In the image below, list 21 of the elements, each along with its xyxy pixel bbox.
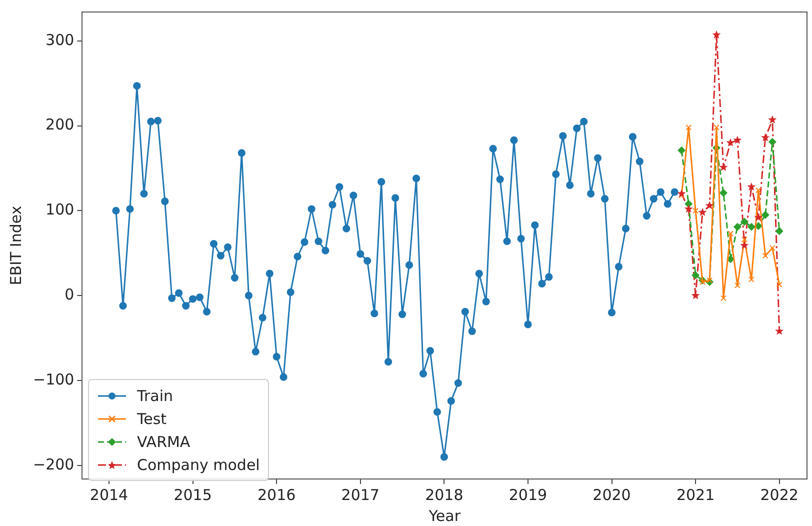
y-tick-label: −100	[32, 370, 74, 388]
x-tick-label: 2016	[258, 486, 296, 504]
y-axis-title: EBIT Index	[6, 206, 25, 286]
legend-label: Train	[137, 386, 173, 404]
x-tick-label: 2018	[425, 486, 464, 504]
y-tick-label: 100	[46, 200, 74, 219]
legend-label: VARMA	[137, 432, 190, 450]
x-axis-title: Year	[428, 506, 462, 525]
y-tick-label: 200	[46, 116, 74, 134]
x-tick-label: 2015	[174, 486, 212, 504]
x-tick-label: 2019	[508, 486, 548, 504]
x-tick-label: 2022	[760, 486, 798, 504]
y-tick-label: 0	[64, 285, 74, 304]
legend-label: Company model	[137, 456, 260, 474]
y-tick-label: −200	[32, 455, 74, 474]
legend-label: Test	[137, 410, 167, 428]
x-tick-label: 2017	[341, 486, 380, 504]
x-tick-label: 2020	[592, 486, 631, 504]
x-tick-label: 2021	[676, 486, 715, 504]
y-tick-label: 300	[46, 30, 74, 49]
x-tick-label: 2014	[90, 486, 128, 504]
